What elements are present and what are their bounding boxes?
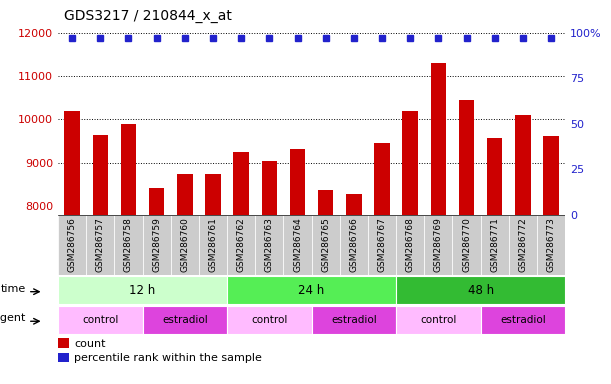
Bar — [340, 215, 368, 275]
Bar — [543, 136, 559, 215]
Bar — [142, 215, 170, 275]
Text: GSM286758: GSM286758 — [124, 217, 133, 272]
Bar — [64, 111, 80, 215]
Bar — [453, 215, 481, 275]
Text: estradiol: estradiol — [500, 315, 546, 325]
Bar — [403, 111, 418, 215]
Bar — [431, 63, 446, 215]
Bar — [233, 152, 249, 215]
Bar — [515, 115, 531, 215]
Text: GSM286773: GSM286773 — [547, 217, 555, 272]
Bar — [459, 100, 474, 215]
Text: GSM286771: GSM286771 — [490, 217, 499, 272]
Bar — [312, 215, 340, 275]
Bar — [290, 149, 306, 215]
Bar — [58, 353, 69, 362]
Bar — [92, 135, 108, 215]
Text: count: count — [75, 339, 106, 349]
Bar — [58, 276, 227, 304]
Bar — [346, 194, 362, 215]
Text: GSM286766: GSM286766 — [349, 217, 359, 272]
Text: GSM286765: GSM286765 — [321, 217, 330, 272]
Bar — [121, 124, 136, 215]
Bar — [227, 215, 255, 275]
Text: 48 h: 48 h — [467, 284, 494, 297]
Bar — [170, 215, 199, 275]
Bar — [262, 161, 277, 215]
Bar — [375, 143, 390, 215]
Bar — [396, 306, 481, 334]
Text: GSM286767: GSM286767 — [378, 217, 387, 272]
Bar — [537, 215, 565, 275]
Text: 24 h: 24 h — [299, 284, 324, 297]
Bar — [368, 215, 396, 275]
Bar — [205, 174, 221, 215]
Text: control: control — [420, 315, 456, 325]
Bar — [509, 215, 537, 275]
Bar — [114, 215, 142, 275]
Bar — [58, 215, 86, 275]
Text: GSM286759: GSM286759 — [152, 217, 161, 272]
Text: time: time — [1, 284, 26, 294]
Text: GSM286756: GSM286756 — [68, 217, 76, 272]
Text: GSM286760: GSM286760 — [180, 217, 189, 272]
Text: estradiol: estradiol — [331, 315, 377, 325]
Text: GDS3217 / 210844_x_at: GDS3217 / 210844_x_at — [64, 9, 232, 23]
Bar — [58, 339, 69, 348]
Text: GSM286763: GSM286763 — [265, 217, 274, 272]
Text: control: control — [251, 315, 288, 325]
Text: GSM286770: GSM286770 — [462, 217, 471, 272]
Text: GSM286762: GSM286762 — [236, 217, 246, 271]
Bar — [142, 306, 227, 334]
Text: agent: agent — [0, 313, 26, 323]
Text: 12 h: 12 h — [130, 284, 156, 297]
Bar — [199, 215, 227, 275]
Bar — [86, 215, 114, 275]
Bar — [487, 138, 502, 215]
Bar — [227, 276, 396, 304]
Text: GSM286761: GSM286761 — [208, 217, 218, 272]
Bar — [255, 215, 284, 275]
Text: GSM286772: GSM286772 — [518, 217, 527, 271]
Bar — [396, 215, 424, 275]
Bar — [58, 306, 142, 334]
Text: control: control — [82, 315, 119, 325]
Text: estradiol: estradiol — [162, 315, 208, 325]
Bar — [396, 276, 565, 304]
Text: GSM286764: GSM286764 — [293, 217, 302, 271]
Bar — [149, 188, 164, 215]
Bar — [177, 174, 192, 215]
Text: GSM286757: GSM286757 — [96, 217, 105, 272]
Bar — [312, 306, 396, 334]
Bar — [481, 215, 509, 275]
Bar — [318, 190, 334, 215]
Text: GSM286769: GSM286769 — [434, 217, 443, 272]
Bar — [227, 306, 312, 334]
Bar — [481, 306, 565, 334]
Bar — [424, 215, 453, 275]
Text: percentile rank within the sample: percentile rank within the sample — [75, 353, 262, 363]
Text: GSM286768: GSM286768 — [406, 217, 415, 272]
Bar — [284, 215, 312, 275]
